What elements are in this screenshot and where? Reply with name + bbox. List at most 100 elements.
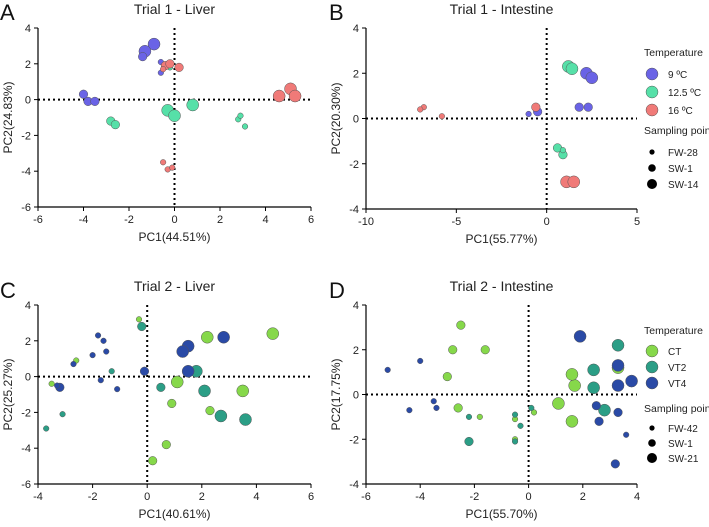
x-tick-label-d: 0 xyxy=(526,491,532,503)
data-point-c-vt2 xyxy=(43,425,50,432)
y-tick-label-a: 0 xyxy=(25,95,31,107)
x-tick-label-a: 2 xyxy=(217,214,223,226)
data-point-d-ct xyxy=(456,320,466,330)
data-point-d-vt2 xyxy=(598,403,611,417)
x-tick-label-d: 2 xyxy=(580,491,586,503)
legend-label-12c: 12.5 ºC xyxy=(668,88,701,99)
y-tick-label-c: -4 xyxy=(21,443,31,455)
data-point-c-vt2 xyxy=(59,411,66,418)
y-tick-label-d: -4 xyxy=(349,479,359,491)
y-tick-label-a: 4 xyxy=(25,23,31,35)
panel-b-chart: Trial 1 - Intestine -10 -5 0 5 -4 -2 0 2 4 PC1(55.… xyxy=(329,1,640,246)
panel-c-chart: Trial 2 - Liver-4 -2 0 2 4 6-6-4-2024PC1(40.6… xyxy=(1,278,314,521)
legend-swatch-9c xyxy=(645,67,659,81)
y-axis-label-a: PC2(24.83%) xyxy=(1,81,15,153)
data-point-c-ct xyxy=(205,406,215,416)
data-point-d-vt2 xyxy=(587,363,600,377)
data-point-c-ct xyxy=(266,327,280,340)
data-point-b-c16 xyxy=(438,113,445,120)
legend-label-ct: CT xyxy=(668,347,681,358)
data-point-c-ct xyxy=(48,380,55,387)
data-point-d-vt4 xyxy=(594,416,604,426)
panel-label-c: C xyxy=(0,278,16,303)
data-point-c-vt2 xyxy=(137,321,147,332)
data-point-c-vt4 xyxy=(54,382,61,389)
data-point-d-vt4 xyxy=(611,379,625,392)
panel-a-chart: Trial 1 - Liver -6 -4 -2 0 2 4 6 -6 -4 -2 0 2 4 PC1(44… xyxy=(1,1,314,244)
x-axis-label-d: PC1(55.70%) xyxy=(465,507,537,521)
legend-label-9c: 9 ºC xyxy=(668,70,687,81)
data-point-c-ct xyxy=(170,375,184,389)
legend-swatch-vt4 xyxy=(645,376,659,390)
legend-label-fw42: FW-42 xyxy=(668,424,698,435)
x-tick-label-c: 2 xyxy=(199,491,205,503)
data-point-c-vt4 xyxy=(176,345,189,358)
data-point-d-ct xyxy=(568,379,581,392)
legend-swatch-16c xyxy=(645,103,659,117)
y-tick-label-b: 0 xyxy=(353,114,359,126)
data-point-c-vt2 xyxy=(214,409,228,423)
data-point-d-vt4 xyxy=(433,404,440,411)
data-point-d-vt4 xyxy=(417,357,424,364)
data-point-d-vt4 xyxy=(430,398,437,405)
x-tick-label-a: -4 xyxy=(79,214,89,226)
x-tick-label-b: 5 xyxy=(634,216,640,228)
x-tick-label-c: 0 xyxy=(144,491,150,503)
legend-label-sw1-2: SW-1 xyxy=(668,439,693,450)
data-point-c-vt4 xyxy=(100,337,107,344)
data-point-d-ct xyxy=(448,345,458,355)
data-point-c-vt4 xyxy=(95,332,102,339)
data-point-d-vt4 xyxy=(613,407,623,417)
data-point-a-c9 xyxy=(138,52,148,62)
data-point-b-c12 xyxy=(565,62,579,75)
y-tick-label-a: -6 xyxy=(21,202,31,214)
legend-label-vt4: VT4 xyxy=(668,379,687,390)
x-tick-label-c: 6 xyxy=(308,491,314,503)
data-point-c-vt4 xyxy=(97,377,104,384)
y-tick-label-d: 4 xyxy=(353,300,359,312)
x-tick-label-a: 6 xyxy=(308,214,314,226)
data-point-d-ct xyxy=(453,403,463,413)
y-tick-label-c: 0 xyxy=(25,372,31,384)
data-point-c-vt2 xyxy=(239,413,252,426)
x-tick-label-a: 0 xyxy=(171,214,177,226)
x-tick-label-d: -6 xyxy=(361,491,371,503)
data-point-a-c12 xyxy=(110,120,120,130)
data-point-b-c12 xyxy=(559,147,566,154)
chart-title-a: Trial 1 - Liver xyxy=(134,1,216,17)
y-axis-label-c: PC2(25.27%) xyxy=(1,358,15,430)
data-point-c-vt2 xyxy=(108,368,115,375)
y-tick-label-c: -6 xyxy=(21,479,31,491)
x-tick-label-a: 4 xyxy=(262,214,268,226)
legend-size-medium-2 xyxy=(648,439,656,447)
data-point-b-c16 xyxy=(417,106,424,113)
data-point-b-c16 xyxy=(531,102,541,112)
data-point-d-vt4 xyxy=(610,459,620,469)
data-point-d-vt2 xyxy=(611,339,625,352)
x-tick-label-c: 4 xyxy=(253,491,259,503)
y-axis-label-d: PC2(17.75%) xyxy=(329,358,343,430)
legend-swatch-12c xyxy=(645,85,659,99)
data-point-a-c9 xyxy=(147,37,161,51)
legend-temperature-title: Temperature xyxy=(644,47,703,59)
data-point-d-ct xyxy=(480,345,490,355)
y-tick-label-b: 4 xyxy=(353,23,359,35)
y-tick-label-d: 2 xyxy=(353,345,359,357)
y-tick-label-b: 2 xyxy=(353,68,359,80)
legend-label-vt2: VT2 xyxy=(668,363,687,374)
legend-temperature-title-2: Temperature xyxy=(644,325,703,337)
legend-sampling-title: Sampling point xyxy=(644,125,709,137)
y-axis-label-b: PC2(20.30%) xyxy=(329,82,343,154)
legend-label-sw1: SW-1 xyxy=(668,164,693,175)
data-point-a-c16 xyxy=(174,62,184,72)
data-point-d-vt4 xyxy=(591,401,601,411)
data-point-d-vt4 xyxy=(623,431,630,438)
legend-label-16c: 16 ºC xyxy=(668,106,693,117)
data-point-a-c12 xyxy=(241,123,249,130)
data-point-c-vt4 xyxy=(217,330,230,344)
x-tick-label-b: -10 xyxy=(358,216,374,228)
y-tick-label-a: -2 xyxy=(21,130,31,142)
data-point-c-vt4 xyxy=(89,352,96,359)
data-point-a-c16 xyxy=(288,89,302,103)
